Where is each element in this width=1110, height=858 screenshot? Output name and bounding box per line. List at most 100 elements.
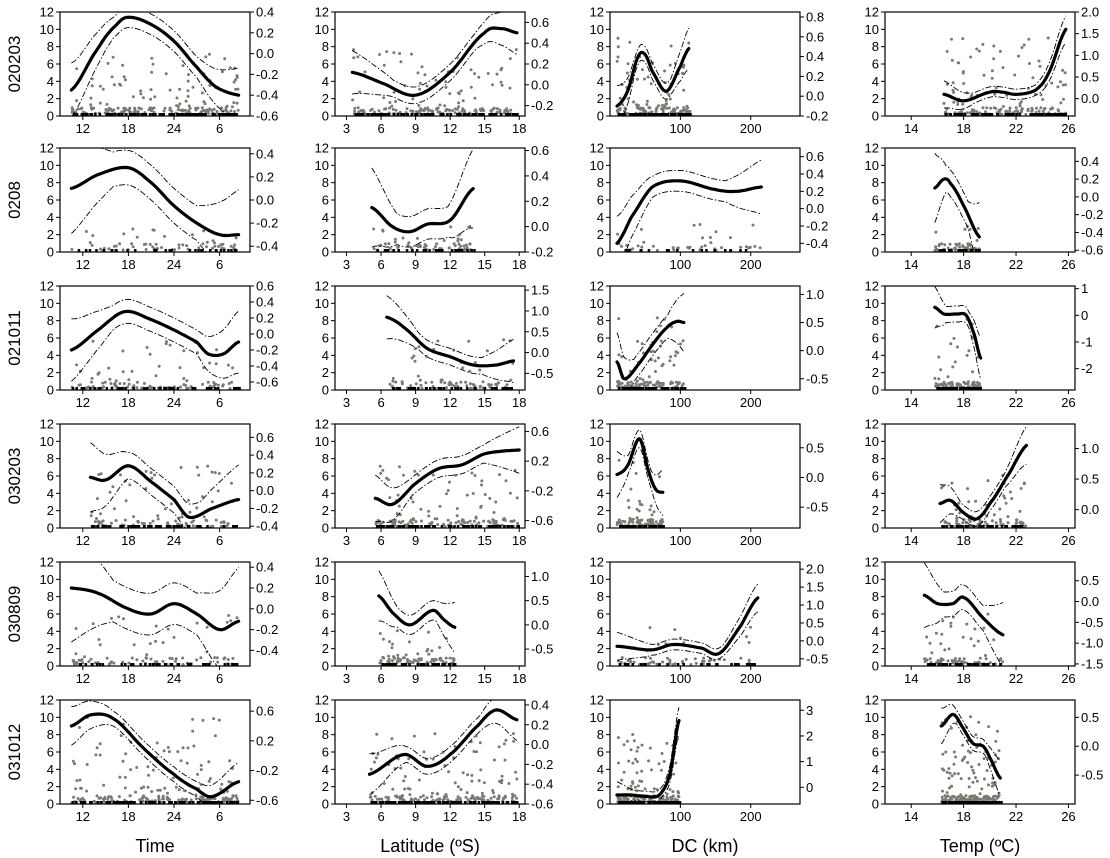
count-point (464, 380, 468, 384)
rug-tick (197, 801, 200, 804)
right-tick-label: -0.4 (1081, 225, 1103, 240)
count-point (660, 752, 664, 755)
rug-tick (130, 525, 133, 528)
rug-tick (637, 801, 640, 804)
count-point (714, 230, 718, 234)
count-point (676, 790, 680, 794)
rug-tick (456, 113, 459, 116)
rug-tick (175, 801, 178, 804)
count-point (210, 470, 214, 474)
right-tick-label: 0.2 (256, 25, 274, 40)
x-tick-label: 18 (121, 395, 135, 410)
count-point (617, 519, 621, 523)
count-point (373, 794, 377, 798)
count-point (957, 242, 961, 246)
count-point (72, 795, 76, 799)
rug-tick (235, 663, 239, 666)
count-point (95, 517, 98, 520)
count-point (135, 658, 139, 662)
count-point (992, 638, 996, 642)
count-point (459, 788, 463, 791)
count-point (224, 106, 228, 110)
rug-tick (1007, 113, 1011, 116)
right-tick-label: 1.5 (531, 283, 549, 298)
count-point (653, 383, 657, 387)
count-points (351, 48, 518, 116)
plot-area (69, 298, 241, 390)
count-point (379, 471, 383, 475)
count-point (998, 518, 1002, 521)
count-point (940, 242, 944, 246)
count-point (114, 519, 118, 522)
rug-tick (622, 525, 625, 528)
count-point (620, 244, 623, 248)
count-point (151, 62, 155, 66)
right-tick-label: -0.2 (256, 763, 278, 778)
count-point (944, 750, 948, 754)
count-point (410, 660, 414, 664)
count-point (210, 246, 214, 250)
count-point (173, 248, 177, 252)
count-point (974, 733, 978, 737)
count-point (374, 756, 378, 760)
count-point (471, 794, 474, 798)
count-point (636, 746, 640, 749)
count-point (980, 787, 984, 791)
rug-tick (473, 113, 476, 116)
left-tick-label: 2 (597, 641, 604, 656)
rug-tick (652, 113, 655, 116)
x-tick-label: 26 (1061, 533, 1075, 548)
count-point (98, 742, 102, 746)
left-tick-label: 2 (322, 641, 329, 656)
count-point (445, 492, 448, 496)
left-tick-label: 8 (597, 589, 604, 604)
rug-tick (384, 663, 387, 666)
rug-tick (219, 801, 222, 804)
count-point (681, 109, 685, 112)
count-point (646, 383, 650, 387)
rug-tick (89, 113, 92, 116)
left-tick-label: 4 (47, 348, 54, 363)
count-point (170, 657, 174, 661)
count-point (491, 791, 495, 795)
count-point (416, 374, 420, 378)
count-point (89, 657, 93, 661)
count-point (753, 244, 757, 248)
count-point (109, 795, 113, 799)
count-point (618, 106, 622, 110)
count-point (970, 798, 974, 802)
count-point (377, 109, 381, 113)
count-point (985, 794, 989, 798)
count-point (966, 761, 970, 764)
count-point (1008, 490, 1012, 494)
plot-area (370, 148, 476, 252)
count-point (141, 96, 145, 100)
count-point (941, 789, 944, 793)
left-tick-label: 2 (47, 365, 54, 380)
panel-frame (334, 423, 526, 529)
left-tick-label: 8 (597, 175, 604, 190)
count-point (89, 106, 93, 110)
count-point (942, 101, 946, 105)
count-point (168, 106, 172, 110)
rug-tick (134, 249, 137, 252)
count-point (482, 519, 486, 523)
rug-ticks (944, 113, 1067, 116)
right-tick-label: 0.0 (806, 343, 824, 358)
count-point (373, 110, 376, 114)
count-point (112, 83, 116, 87)
count-point (89, 96, 93, 100)
count-point (461, 771, 465, 775)
count-point (211, 239, 215, 243)
left-tick-label: 0 (597, 245, 604, 260)
count-point (676, 246, 679, 250)
right-tick-label: 0.0 (1081, 502, 1099, 517)
count-point (409, 384, 413, 388)
count-point (382, 96, 386, 100)
rug-tick (168, 801, 171, 804)
x-tick-label: 15 (477, 395, 491, 410)
rug-tick (410, 801, 413, 804)
left-tick-label: 4 (322, 624, 329, 639)
count-point (78, 726, 81, 729)
x-tick-label: 26 (1061, 671, 1075, 686)
